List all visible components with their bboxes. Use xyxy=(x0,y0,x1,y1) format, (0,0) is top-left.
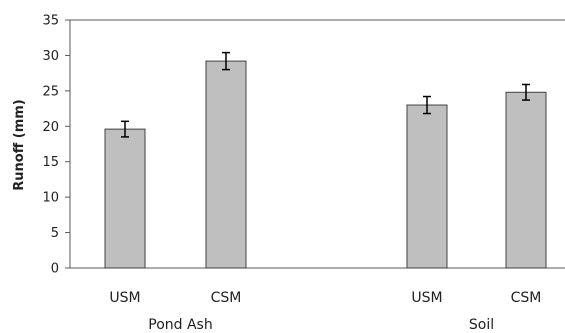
bar xyxy=(406,104,448,269)
bar xyxy=(205,60,247,269)
group-labels: Pond Ash Soil xyxy=(148,317,494,333)
error-bar xyxy=(121,120,129,138)
error-bar xyxy=(222,51,230,71)
axes xyxy=(69,19,565,269)
y-tick-label: 35 xyxy=(42,14,59,29)
category-labels: USM CSM USM CSM xyxy=(109,290,541,306)
y-tick-label: 30 xyxy=(42,49,59,64)
y-ticks: 0 5 10 15 20 25 30 35 xyxy=(42,14,70,277)
y-tick-label: 10 xyxy=(42,191,59,206)
error-bar xyxy=(423,95,431,115)
error-bar xyxy=(522,83,530,101)
group-label: Pond Ash xyxy=(148,317,212,333)
y-tick-label: 15 xyxy=(42,155,59,170)
y-tick-label: 0 xyxy=(51,262,59,277)
y-axis-title: Runoff (mm) xyxy=(12,99,27,190)
bar xyxy=(104,128,146,269)
y-tick-label: 5 xyxy=(51,226,59,241)
y-tick-label: 20 xyxy=(42,120,59,135)
bars xyxy=(104,60,547,269)
category-label: USM xyxy=(109,290,140,306)
category-label: CSM xyxy=(511,290,542,306)
bar xyxy=(505,91,547,269)
category-label: USM xyxy=(411,290,442,306)
group-label: Soil xyxy=(469,317,494,333)
error-bars xyxy=(121,51,530,138)
y-tick-label: 25 xyxy=(42,84,59,99)
category-label: CSM xyxy=(211,290,242,306)
